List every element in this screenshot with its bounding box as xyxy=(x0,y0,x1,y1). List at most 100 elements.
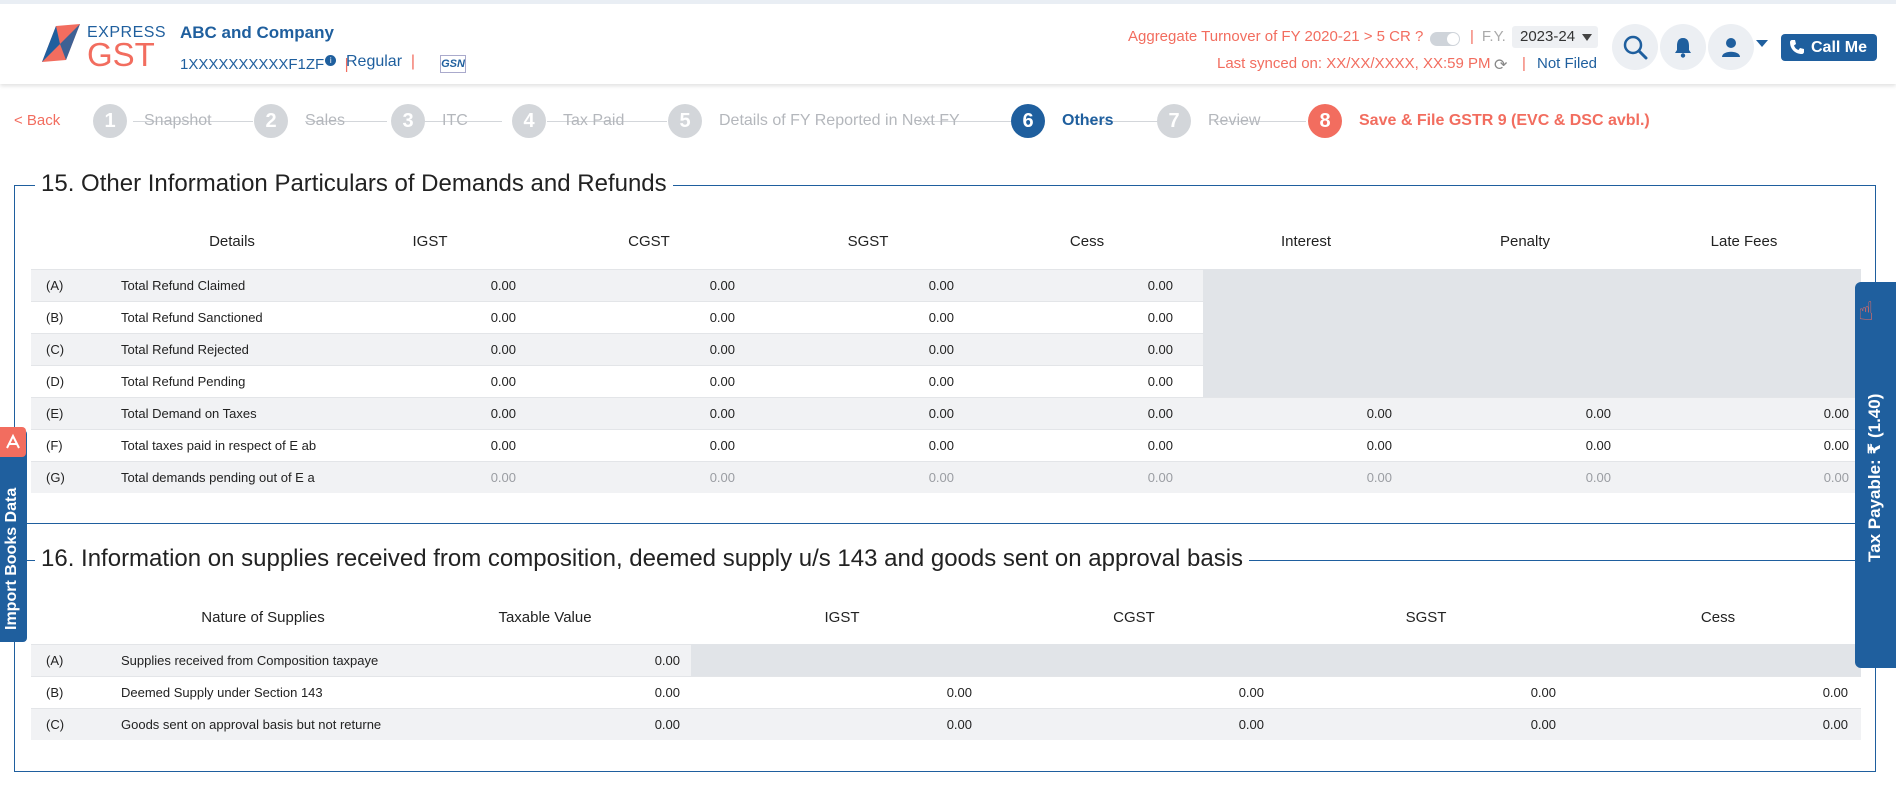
column-header: SGST xyxy=(1405,609,1447,626)
row-label: Total Refund Rejected xyxy=(121,342,249,357)
row-label: Supplies received from Composition taxpa… xyxy=(121,653,379,668)
interest-value[interactable]: 0.00 xyxy=(1366,438,1392,453)
row-label: Total Refund Claimed xyxy=(121,278,246,293)
interest-value[interactable]: 0.00 xyxy=(1366,406,1392,421)
cgst-value[interactable]: 0.00 xyxy=(709,374,735,389)
cess-value[interactable]: 0.00 xyxy=(1147,278,1173,293)
search-gstin-button[interactable] xyxy=(1612,24,1658,70)
column-header: Late Fees xyxy=(1710,233,1778,250)
igst-value[interactable]: 0.00 xyxy=(946,717,972,732)
call-me-button[interactable]: Call Me xyxy=(1781,34,1877,61)
step-label: Save & File GSTR 9 (EVC & DSC avbl.) xyxy=(1359,112,1650,129)
cgst-value[interactable]: 0.00 xyxy=(1238,717,1264,732)
back-link[interactable]: < Back xyxy=(14,112,61,129)
column-header: IGST xyxy=(412,233,448,250)
igst-value[interactable]: 0.00 xyxy=(946,685,972,700)
cess-value[interactable]: 0.00 xyxy=(1147,342,1173,357)
profile-button[interactable] xyxy=(1708,24,1754,70)
cgst-value[interactable]: 0.00 xyxy=(709,310,735,325)
sgst-value[interactable]: 0.00 xyxy=(928,310,954,325)
taxable-value[interactable]: 0.00 xyxy=(654,653,680,668)
step-number: 1 xyxy=(93,104,127,138)
tax-payable-tab[interactable]: Tax Payable: ₹ (1.40) xyxy=(1855,282,1896,668)
cgst-value[interactable]: 0.00 xyxy=(709,406,735,421)
company-name: ABC and Company xyxy=(180,23,334,42)
pointer-hand-icon: ☝ xyxy=(1858,296,1874,326)
sgst-value: 0.00 xyxy=(928,470,954,485)
sgst-value[interactable]: 0.00 xyxy=(1530,717,1556,732)
profile-chevron-down-icon[interactable] xyxy=(1756,40,1768,47)
fy-label-text: F.Y. xyxy=(1481,28,1506,45)
igst-value: 0.00 xyxy=(490,470,516,485)
step-connector xyxy=(1088,121,1159,122)
late-fees-value[interactable]: 0.00 xyxy=(1823,438,1849,453)
cgst-value[interactable]: 0.00 xyxy=(709,278,735,293)
step-save-file[interactable]: 8 Save & File GSTR 9 (EVC & DSC avbl.) xyxy=(1308,104,1650,138)
igst-value[interactable]: 0.00 xyxy=(490,438,516,453)
late-fees-value[interactable]: 0.00 xyxy=(1823,406,1849,421)
cgst-value[interactable]: 0.00 xyxy=(709,342,735,357)
cess-value[interactable]: 0.00 xyxy=(1147,310,1173,325)
cgst-value: 0.00 xyxy=(709,470,735,485)
step-others[interactable]: 6 Others xyxy=(1011,104,1114,138)
aggregate-turnover-toggle[interactable] xyxy=(1430,32,1460,46)
interest-value: 0.00 xyxy=(1366,470,1392,485)
step-review[interactable]: 7 Review xyxy=(1157,104,1260,138)
row-label: Deemed Supply under Section 143 xyxy=(121,685,323,700)
row-label: Total Demand on Taxes xyxy=(121,406,257,421)
step-connector xyxy=(420,121,502,122)
igst-value[interactable]: 0.00 xyxy=(490,406,516,421)
sgst-value[interactable]: 0.00 xyxy=(928,342,954,357)
cgst-value[interactable]: 0.00 xyxy=(709,438,735,453)
sgst-value[interactable]: 0.00 xyxy=(928,374,954,389)
row-label: Total Refund Sanctioned xyxy=(121,310,263,325)
cess-value[interactable]: 0.00 xyxy=(1147,438,1173,453)
sgst-value[interactable]: 0.00 xyxy=(928,438,954,453)
step-itc[interactable]: 3 ITC xyxy=(391,104,468,138)
igst-value[interactable]: 0.00 xyxy=(490,310,516,325)
step-details-next-fy[interactable]: 5 Details of FY Reported in Next FY xyxy=(668,104,960,138)
step-sales[interactable]: 2 Sales xyxy=(254,104,345,138)
sgst-value[interactable]: 0.00 xyxy=(928,278,954,293)
row-code: (E) xyxy=(46,406,64,421)
igst-value[interactable]: 0.00 xyxy=(490,342,516,357)
registration-type-label: Regular xyxy=(346,53,403,70)
cgst-value[interactable]: 0.00 xyxy=(1238,685,1264,700)
igst-value[interactable]: 0.00 xyxy=(490,374,516,389)
igst-value[interactable]: 0.00 xyxy=(490,278,516,293)
step-label: ITC xyxy=(442,112,468,129)
column-header: Cess xyxy=(1700,609,1736,626)
notifications-button[interactable] xyxy=(1660,24,1706,70)
column-header: Cess xyxy=(1069,233,1105,250)
cess-value[interactable]: 0.00 xyxy=(1147,406,1173,421)
cess-value[interactable]: 0.00 xyxy=(1147,374,1173,389)
gstin-value: 1XXXXXXXXXXF1ZF xyxy=(180,56,325,73)
table-row: (E) Total Demand on Taxes 0.00 0.00 0.00… xyxy=(31,397,1861,429)
info-icon[interactable]: i xyxy=(325,55,337,66)
taxable-value[interactable]: 0.00 xyxy=(654,685,680,700)
fy-select[interactable]: 2023-24 xyxy=(1512,26,1598,48)
late-fees-value: 0.00 xyxy=(1823,470,1849,485)
penalty-value[interactable]: 0.00 xyxy=(1585,406,1611,421)
user-icon xyxy=(1722,38,1740,57)
cess-value[interactable]: 0.00 xyxy=(1822,685,1848,700)
step-number: 7 xyxy=(1157,104,1191,138)
logo-mark-icon xyxy=(42,24,80,62)
row-code: (C) xyxy=(46,342,65,357)
separator: | xyxy=(340,56,349,73)
import-icon[interactable] xyxy=(0,427,26,457)
sync-icon[interactable]: ⟳ xyxy=(1494,57,1508,74)
cess-value[interactable]: 0.00 xyxy=(1822,717,1848,732)
sgst-value[interactable]: 0.00 xyxy=(1530,685,1556,700)
express-gst-logo[interactable]: EXPRESS GST xyxy=(40,20,166,72)
step-snapshot[interactable]: 1 Snapshot xyxy=(93,104,212,138)
taxable-value[interactable]: 0.00 xyxy=(654,717,680,732)
import-books-data-tab[interactable]: Import Books Data xyxy=(0,430,27,642)
top-header: EXPRESS GST ABC and Company 1XXXXXXXXXXF… xyxy=(0,0,1896,84)
separator: | xyxy=(406,53,416,70)
step-number: 8 xyxy=(1308,104,1342,138)
step-tax-paid[interactable]: 4 Tax Paid xyxy=(512,104,624,138)
sgst-value[interactable]: 0.00 xyxy=(928,406,954,421)
penalty-value[interactable]: 0.00 xyxy=(1585,438,1611,453)
column-header: CGST xyxy=(628,233,670,250)
